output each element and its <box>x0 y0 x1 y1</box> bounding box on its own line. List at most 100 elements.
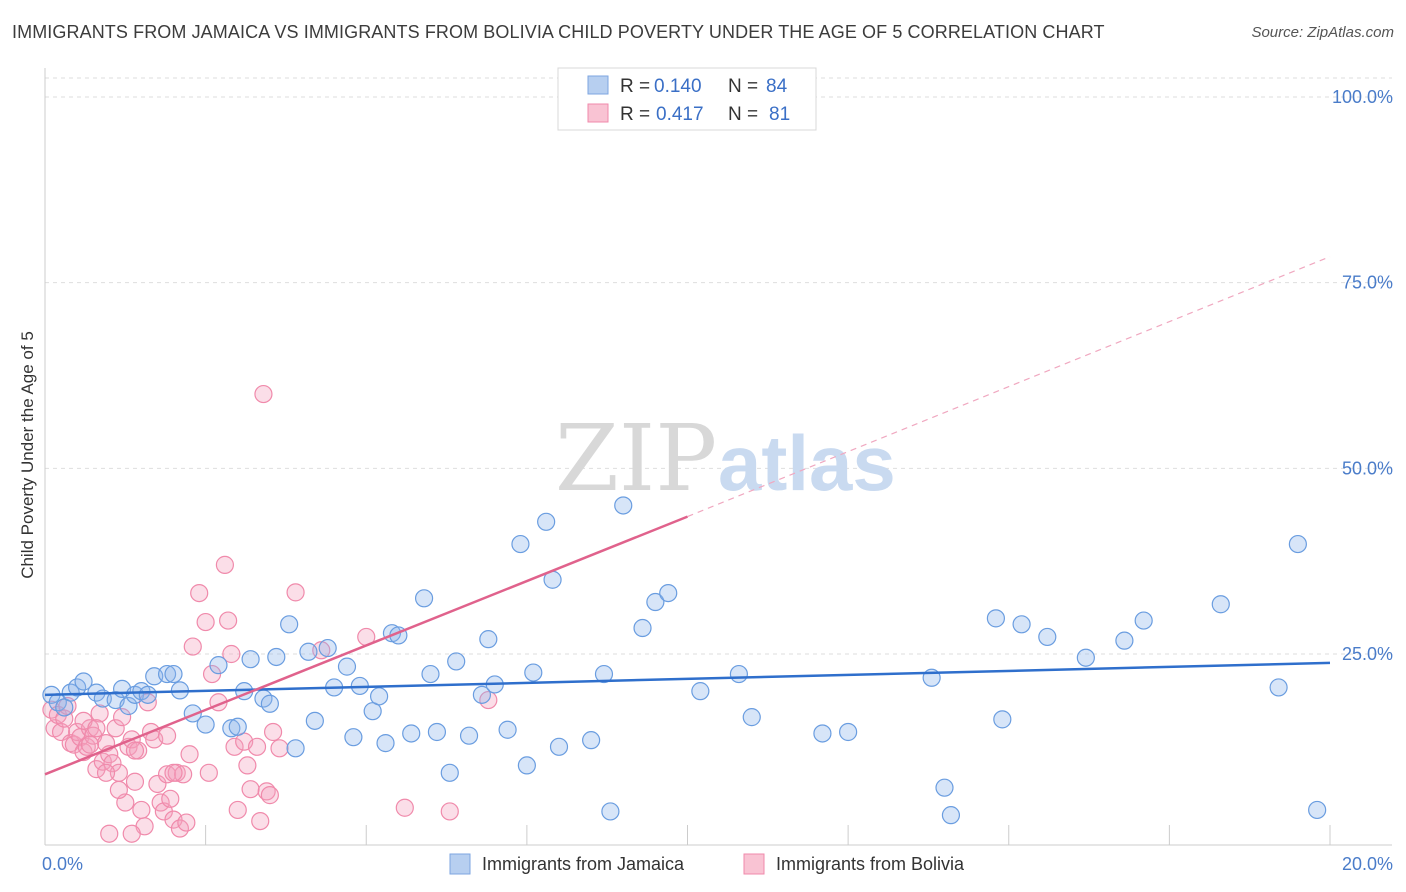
jamaica-point <box>1269 678 1288 697</box>
legend-swatch-bolivia <box>587 103 609 123</box>
bolivia-point <box>190 584 209 603</box>
bolivia-point <box>148 774 167 794</box>
bolivia-point <box>109 780 128 800</box>
bolivia-point <box>87 760 106 779</box>
bolivia-point <box>96 763 116 782</box>
jamaica-point <box>1134 611 1153 630</box>
jamaica-point <box>1038 627 1057 647</box>
jamaica-point <box>376 734 395 753</box>
bolivia-point <box>122 824 141 843</box>
bolivia-point <box>215 555 234 574</box>
jamaica-point <box>1288 534 1307 554</box>
jamaica-point <box>537 512 556 531</box>
jamaica-point <box>1012 615 1031 634</box>
x-tick-label: 20.0% <box>1342 854 1393 874</box>
jamaica-point <box>646 592 665 612</box>
bolivia-point <box>238 756 257 775</box>
legend-r-value-bolivia: 0.417 <box>656 104 704 125</box>
watermark-atlas: atlas <box>718 419 896 507</box>
jamaica-point <box>196 715 215 734</box>
jamaica-point <box>267 647 286 667</box>
bolivia-point <box>180 745 199 764</box>
jamaica-point <box>209 656 228 675</box>
legend-r-label: R = <box>620 76 650 97</box>
jamaica-trend-line <box>44 661 1331 697</box>
y-tick-label: 25.0% <box>1342 644 1393 664</box>
jamaica-point <box>986 609 1006 628</box>
jamaica-point <box>1076 648 1095 667</box>
jamaica-point <box>582 731 601 750</box>
jamaica-point <box>414 589 434 608</box>
jamaica-point <box>549 737 569 756</box>
jamaica-point <box>1308 800 1327 820</box>
bolivia-point <box>183 637 202 656</box>
bolivia-point <box>93 752 112 771</box>
bolivia-point <box>90 704 109 723</box>
jamaica-point <box>729 664 749 684</box>
jamaica-point <box>164 664 183 684</box>
bolivia-point <box>161 789 180 808</box>
jamaica-point <box>228 717 247 736</box>
bolivia-point <box>132 800 151 820</box>
legend-n-label: N = <box>728 104 758 125</box>
jamaica-point <box>633 618 652 638</box>
legend-top: R = 0.140 N = 84 R = 0.417 N = 81 <box>557 67 817 131</box>
jamaica-point <box>74 672 93 691</box>
bolivia-point <box>157 765 177 784</box>
bolivia-trend-line <box>44 515 688 776</box>
jamaica-point <box>691 682 710 701</box>
jamaica-point <box>222 719 241 738</box>
bolivia-point <box>199 763 218 782</box>
jamaica-point <box>286 739 305 758</box>
bolivia-point <box>100 824 119 843</box>
jamaica-point <box>935 778 954 797</box>
bolivia-point <box>260 786 279 805</box>
trend-lines <box>44 256 1331 776</box>
jamaica-point <box>260 694 279 713</box>
legend-r-value-jamaica: 0.140 <box>654 76 702 97</box>
jamaica-points <box>42 496 1327 825</box>
jamaica-point <box>337 657 357 676</box>
jamaica-point <box>427 722 447 742</box>
watermark-zip: ZIP <box>555 405 717 512</box>
jamaica-point <box>839 722 858 742</box>
jamaica-point <box>511 534 530 554</box>
bolivia-point <box>177 813 196 832</box>
y-tick-label: 75.0% <box>1342 273 1393 293</box>
bolivia-point <box>228 800 247 820</box>
bolivia-point <box>440 802 459 821</box>
jamaica-point <box>614 496 633 515</box>
chart-title: IMMIGRANTS FROM JAMAICA VS IMMIGRANTS FR… <box>12 22 1105 42</box>
legend-n-value-jamaica: 84 <box>766 76 788 97</box>
bolivia-point <box>164 763 183 782</box>
jamaica-point <box>1211 595 1230 614</box>
bolivia-point <box>395 798 414 817</box>
jamaica-point <box>305 711 324 730</box>
legend-n-label: N = <box>728 76 758 97</box>
bolivia-point <box>219 611 238 630</box>
legend-r-label: R = <box>620 104 650 125</box>
y-tick-label: 100.0% <box>1332 87 1393 107</box>
legend-bottom-swatch-bolivia <box>743 853 765 875</box>
jamaica-point <box>370 687 389 706</box>
bolivia-point <box>247 737 267 756</box>
jamaica-point <box>440 763 459 782</box>
bolivia-point <box>174 765 193 784</box>
tick-labels: 25.0% 50.0% 75.0% 100.0% 0.0% 20.0% <box>42 87 1393 874</box>
jamaica-point <box>472 685 491 704</box>
jamaica-point <box>157 664 177 684</box>
jamaica-point <box>742 708 761 727</box>
source-label: Source: ZipAtlas.com <box>1251 24 1394 41</box>
legend-n-value-bolivia: 81 <box>769 104 790 125</box>
bolivia-point <box>222 644 241 664</box>
jamaica-point <box>459 726 479 745</box>
bolivia-point <box>80 735 100 754</box>
bolivia-trend-extension <box>687 256 1331 518</box>
bolivia-point <box>254 384 273 404</box>
jamaica-point <box>447 652 466 671</box>
bolivia-point <box>263 722 283 742</box>
bolivia-point <box>106 719 125 738</box>
jamaica-point <box>299 642 318 661</box>
bolivia-point <box>157 726 177 745</box>
